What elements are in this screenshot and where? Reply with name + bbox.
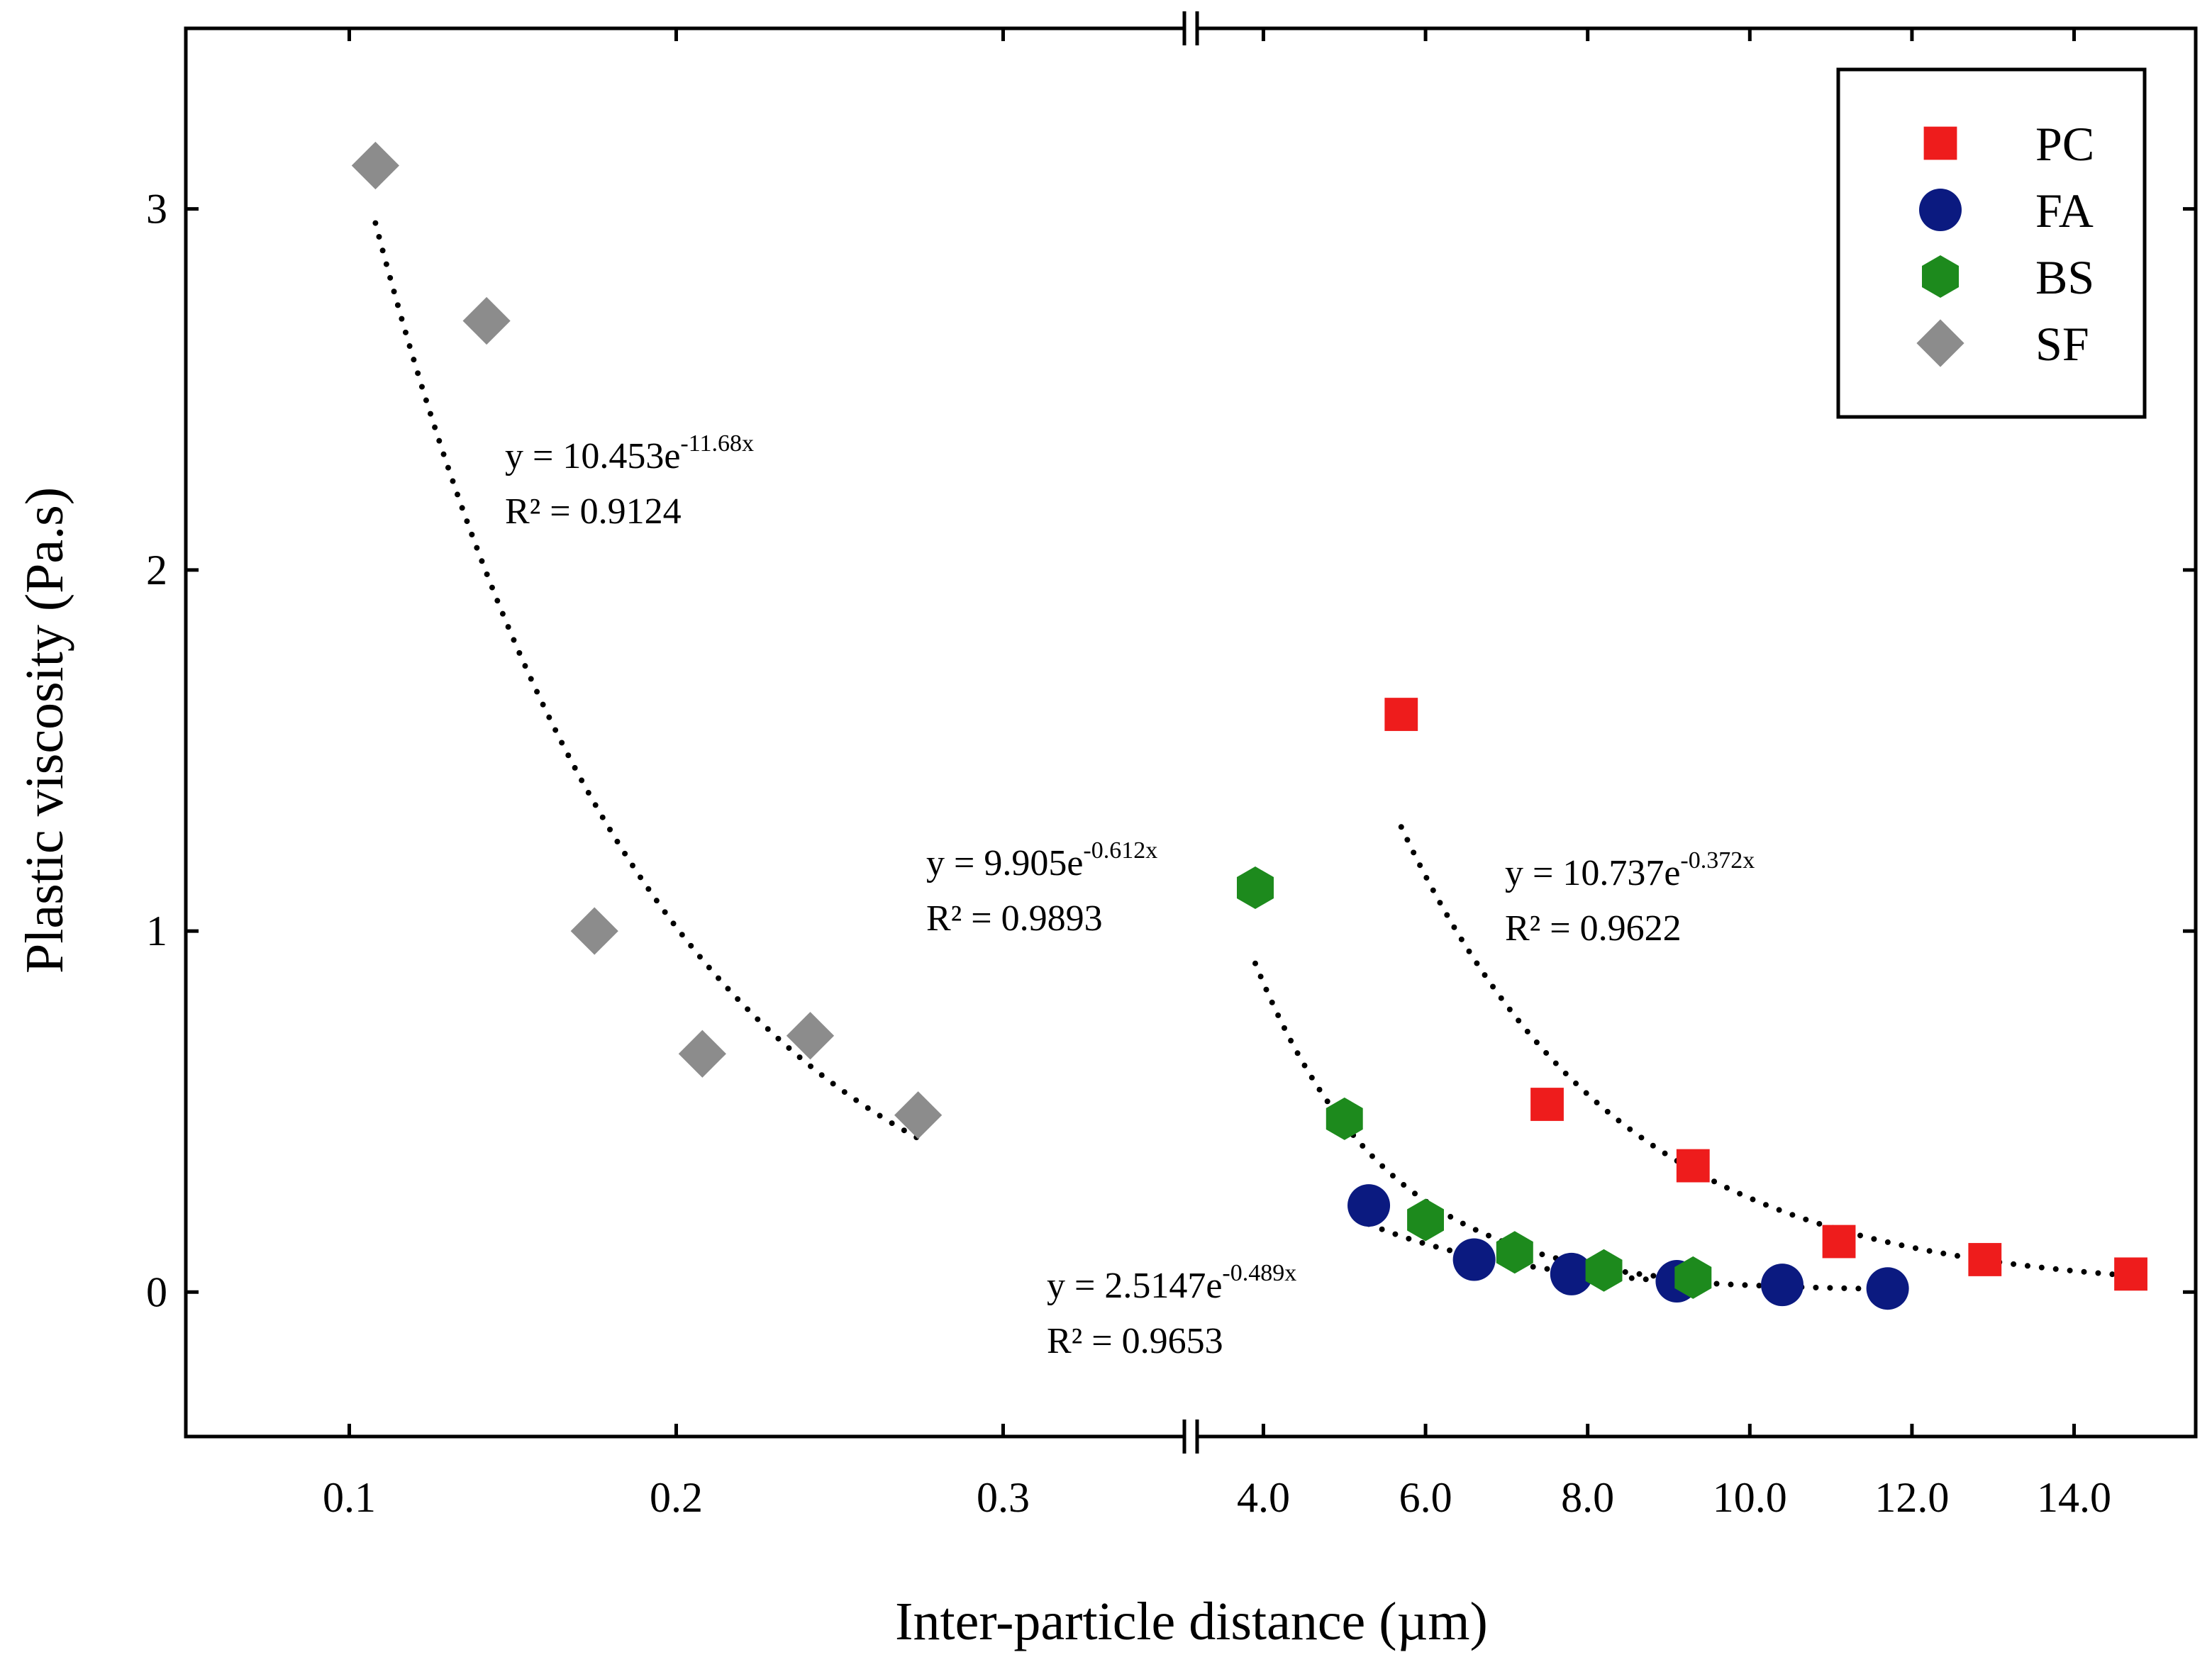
data-point-fa [1550, 1252, 1593, 1295]
fit-curve-pc [1398, 824, 2134, 1279]
equation-exponent: -11.68x [680, 430, 754, 457]
x-tick-label: 10.0 [1713, 1474, 1787, 1521]
fit-equations: y = 10.737e-0.372x R² = 0.9622 y = 2.5147e… [505, 430, 1755, 1361]
legend-item-bs: BS [1922, 250, 2094, 304]
equation-fa: y = 2.5147e-0.489x R² = 0.9653 [1047, 1260, 1296, 1361]
data-point-pc [1676, 1149, 1710, 1183]
equation-exponent: -0.372x [1680, 847, 1755, 874]
data-point-sf [570, 907, 618, 955]
legend-box [1836, 67, 2147, 419]
legend-label: FA [2035, 184, 2094, 238]
r-squared-text: R² = 0.9653 [1047, 1321, 1223, 1361]
data-point-sf [894, 1091, 943, 1139]
r-squared-text: R² = 0.9893 [926, 898, 1103, 939]
x-tick-label: 8.0 [1561, 1474, 1614, 1521]
data-point-bs [1674, 1256, 1712, 1299]
fit-curve-fa [1366, 1221, 1891, 1293]
x-axis-title: Inter-particle distance (µm) [895, 1592, 1488, 1651]
x-tick-label: 6.0 [1399, 1474, 1452, 1521]
equation-exponent: -0.489x [1222, 1260, 1296, 1286]
fit-curve-bs [1252, 960, 1696, 1283]
data-point-pc [1968, 1243, 2002, 1276]
legend-label: PC [2035, 117, 2094, 171]
x-tick-label: 4.0 [1237, 1474, 1290, 1521]
legend: PC FA BS SF [1836, 67, 2147, 419]
x-tick-label: 12.0 [1874, 1474, 1949, 1521]
legend-item-sf: SF [1916, 317, 2089, 371]
y-tick-label: 3 [146, 186, 167, 233]
data-point-fa [1866, 1267, 1909, 1310]
data-point-fa [1347, 1184, 1391, 1227]
r-squared-text: R² = 0.9622 [1505, 908, 1682, 949]
series-pc [1384, 698, 2147, 1291]
equation-bs: y = 9.905e-0.612x R² = 0.9893 [926, 837, 1157, 939]
data-point-sf [786, 1012, 835, 1060]
data-point-sf [351, 141, 399, 190]
legend-marker-bs [1922, 255, 1959, 298]
fit-curve-sf [372, 220, 921, 1142]
legend-marker-fa [1919, 189, 1962, 231]
x-tick-label: 0.1 [323, 1474, 376, 1521]
y-axis-title: Plastic viscosity (Pa.s) [15, 487, 74, 974]
data-point-bs [1407, 1198, 1444, 1242]
legend-label: SF [2035, 317, 2089, 371]
data-point-pc [1530, 1088, 1564, 1121]
y-axis: 0 1 2 3 [146, 186, 2196, 1315]
x-tick-label: 14.0 [2037, 1474, 2111, 1521]
data-point-bs [1585, 1249, 1623, 1292]
equation-text: y = 2.5147e-0.489x [1047, 1260, 1296, 1306]
data-point-fa [1761, 1264, 1804, 1307]
axis-break-bottom [1182, 1420, 1199, 1454]
plot-frame-right [1199, 26, 2198, 1439]
equation-sf: y = 10.453e-11.68x R² = 0.9124 [505, 430, 754, 532]
series-fa [1347, 1184, 1909, 1310]
data-point-sf [678, 1030, 726, 1078]
x-tick-label: 0.2 [650, 1474, 703, 1521]
series-sf [351, 141, 943, 1139]
data-point-pc [1822, 1225, 1856, 1259]
legend-marker-sf [1916, 319, 1964, 367]
data-point-fa [1452, 1238, 1496, 1281]
series-bs [1237, 866, 1712, 1299]
data-point-pc [2114, 1257, 2147, 1291]
y-tick-label: 1 [146, 908, 167, 954]
legend-item-pc: PC [1923, 117, 2094, 171]
equation-text: y = 10.453e-11.68x [505, 430, 754, 476]
data-point-bs [1237, 866, 1274, 909]
legend-marker-pc [1923, 126, 1957, 160]
legend-item-fa: FA [1919, 184, 2094, 238]
axis-break-top [1182, 11, 1199, 45]
plot-frame-left [184, 26, 1183, 1439]
y-tick-label: 0 [146, 1268, 167, 1315]
equation-text: y = 9.905e-0.612x [926, 837, 1157, 883]
data-point-bs [1496, 1231, 1533, 1274]
x-axis: 0.1 0.2 0.3 4.0 6.0 8.0 10.0 12.0 14.0 [323, 28, 2111, 1521]
data-point-bs [1325, 1097, 1363, 1140]
legend-label: BS [2035, 250, 2094, 304]
x-tick-label: 0.3 [977, 1474, 1030, 1521]
equation-text: y = 10.737e-0.372x [1505, 847, 1755, 893]
data-point-sf [462, 296, 511, 345]
r-squared-text: R² = 0.9124 [505, 491, 682, 532]
data-point-pc [1384, 698, 1418, 731]
equation-pc: y = 10.737e-0.372x R² = 0.9622 [1505, 847, 1755, 949]
data-markers [351, 141, 2147, 1310]
equation-exponent: -0.612x [1083, 837, 1157, 864]
y-tick-label: 2 [146, 547, 167, 593]
